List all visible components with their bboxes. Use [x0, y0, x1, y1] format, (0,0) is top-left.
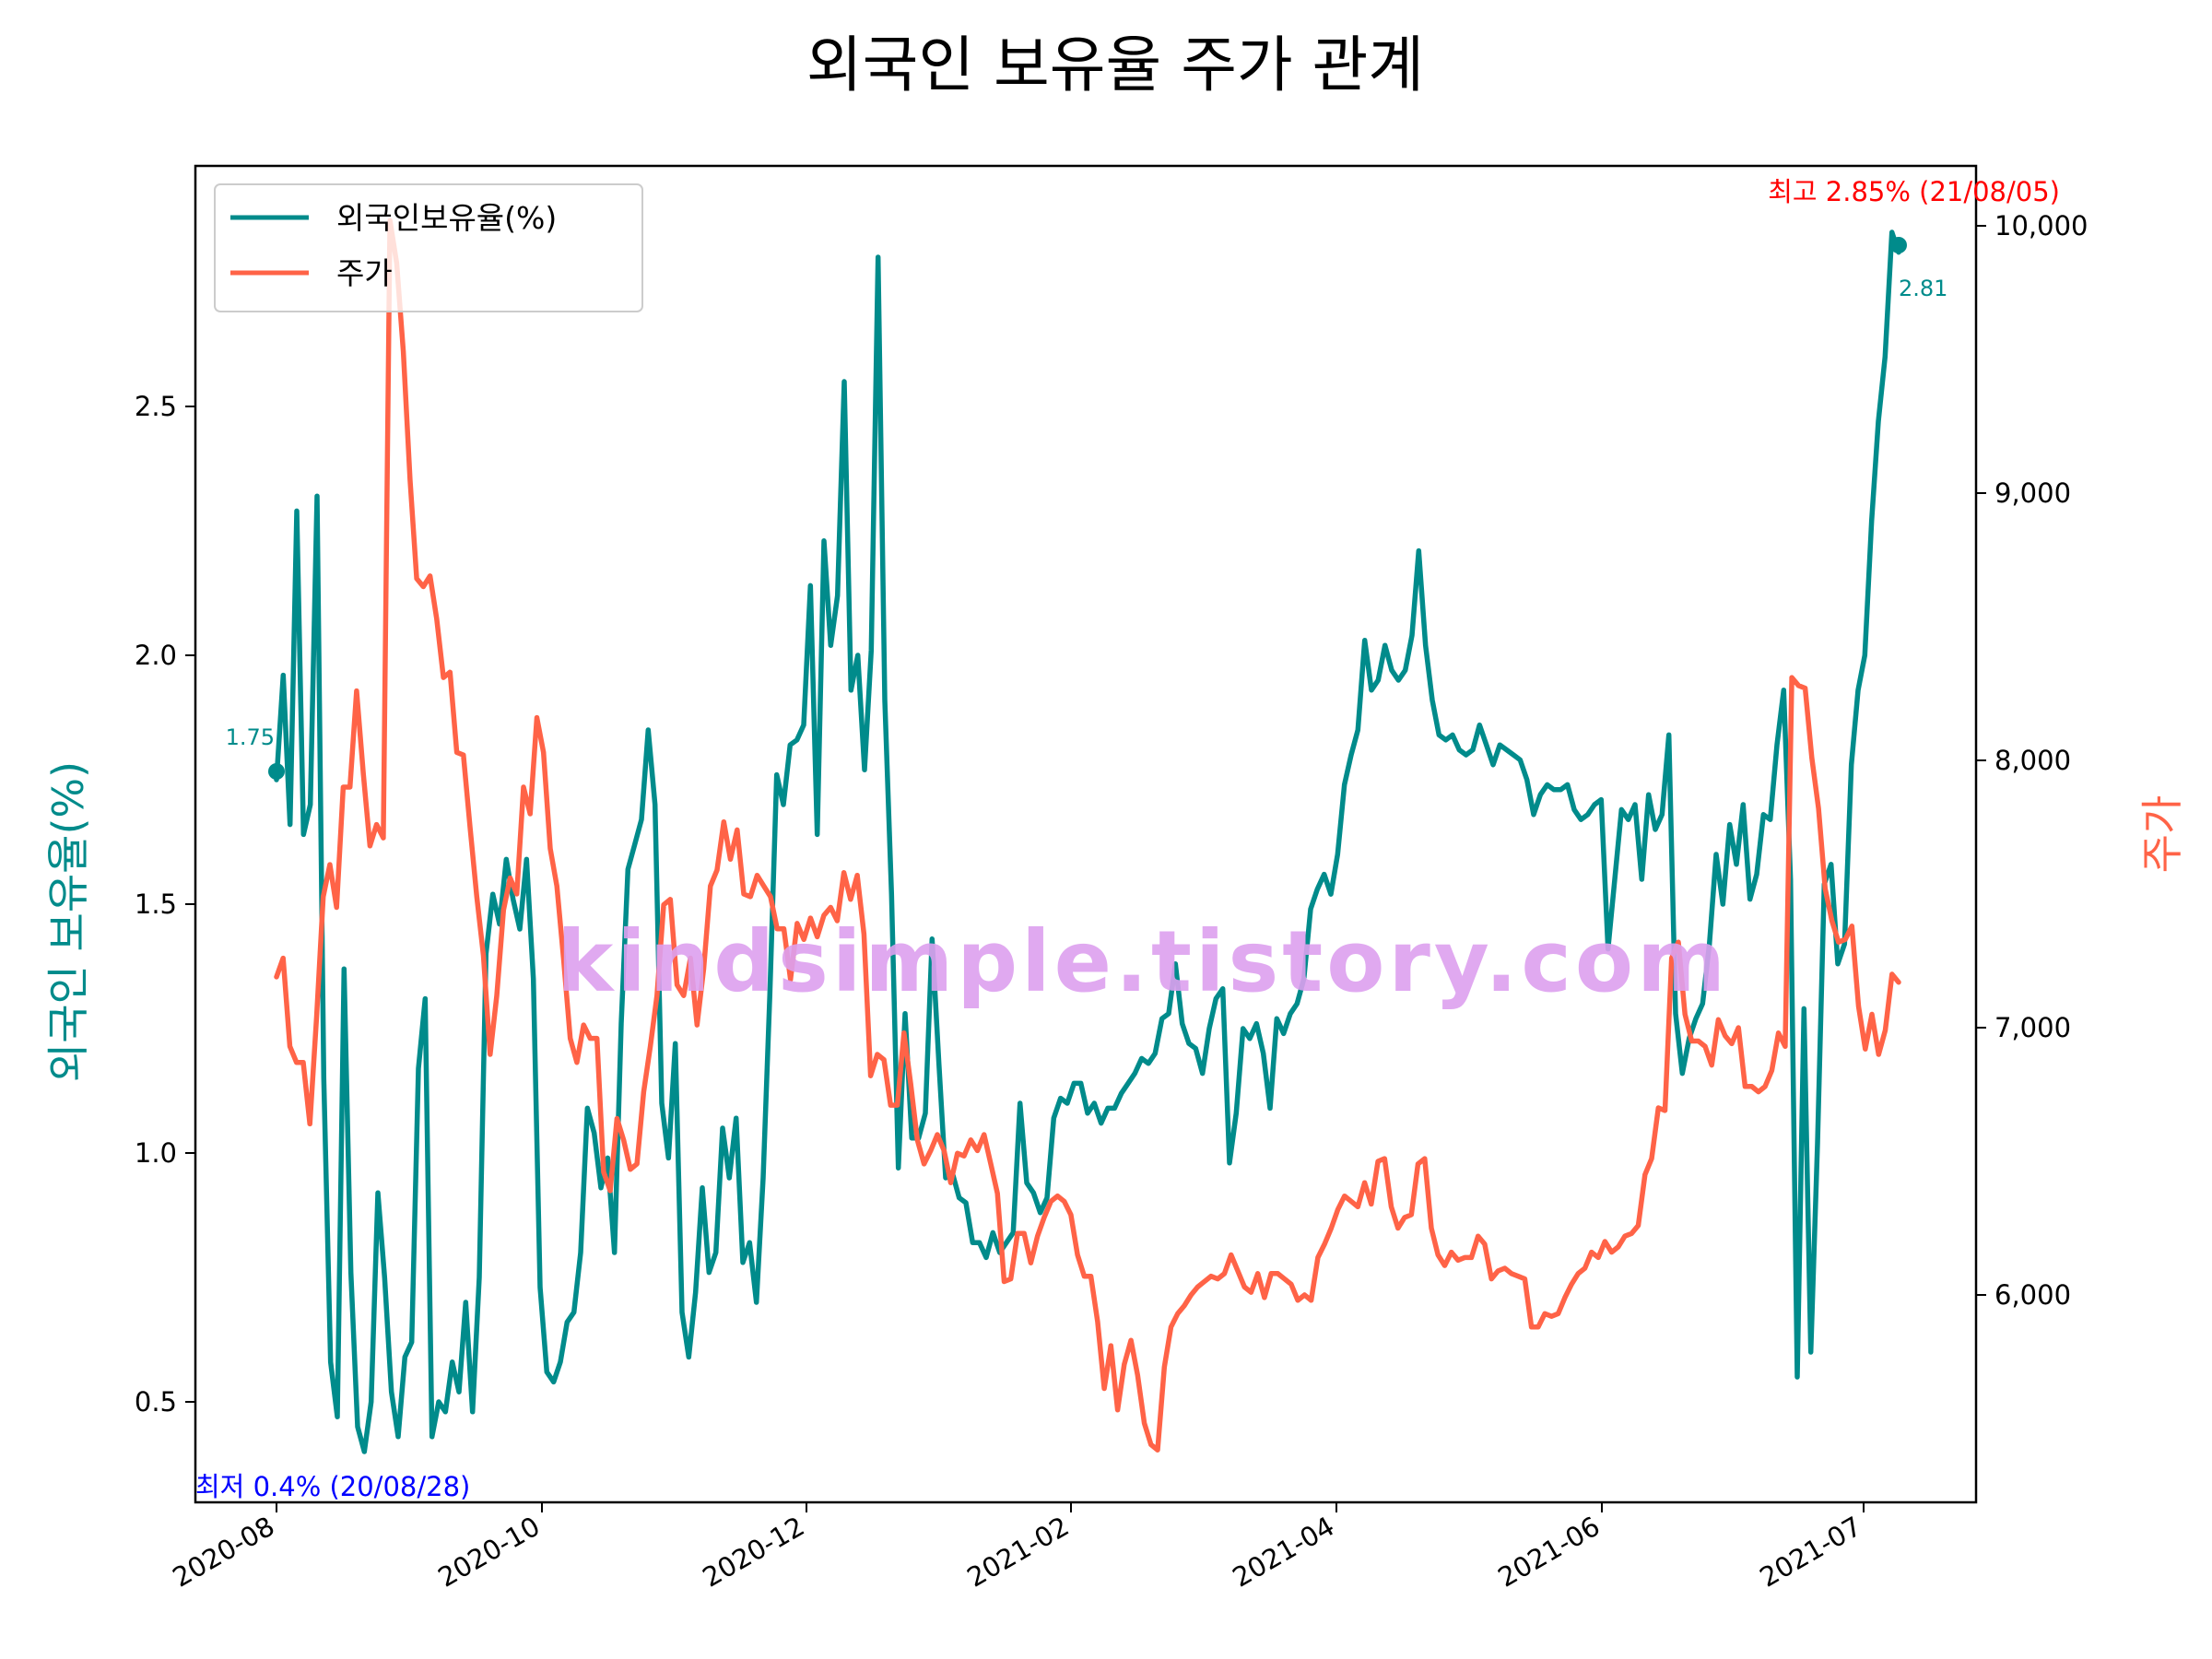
y-left-tick-label: 2.0: [135, 640, 177, 671]
left-y-axis: 0.5 1.0 1.5 2.0 2.5: [135, 391, 195, 1418]
chart-title: 외국인 보유율 주가 관계: [806, 29, 1424, 100]
end-marker: [1890, 237, 1907, 253]
y-left-tick-label: 1.0: [135, 1137, 177, 1169]
y-right-tick-label: 8,000: [1994, 745, 2071, 776]
legend-box: [214, 183, 643, 312]
y-right-tick-label: 6,000: [1994, 1279, 2071, 1311]
y-left-tick-label: 2.5: [135, 391, 177, 422]
max-note: 최고 2.85% (21/08/05): [1768, 176, 2060, 207]
legend-label-foreign: 외국인보유율(%): [336, 200, 557, 236]
right-y-axis: 6,000 7,000 8,000 9,000 10,000: [1976, 210, 2088, 1311]
plot-lines: [274, 218, 1901, 1454]
y-right-tick-label: 9,000: [1994, 477, 2071, 509]
right-y-axis-label: 주가: [2137, 795, 2187, 874]
y-left-tick-label: 1.5: [135, 888, 177, 920]
min-note: 최저 0.4% (20/08/28): [195, 1471, 470, 1502]
stock-price-line: [274, 218, 1901, 1453]
foreign-ownership-line: [274, 229, 1901, 1454]
annotations: 1.75 2.81 최고 2.85% (21/08/05) 최저 0.4% (2…: [195, 176, 2060, 1502]
y-right-tick-label: 10,000: [1994, 210, 2088, 241]
legend: 외국인보유율(%) 주가: [214, 183, 643, 312]
y-right-tick-label: 7,000: [1994, 1012, 2071, 1043]
legend-label-price: 주가: [336, 255, 393, 291]
start-marker: [268, 763, 285, 780]
start-value-label: 1.75: [226, 724, 275, 750]
plot-frame: [194, 164, 1978, 1504]
end-value-label: 2.81: [1899, 276, 1947, 301]
left-y-axis-label: 외국인 보유율(%): [43, 761, 93, 1082]
y-left-tick-label: 0.5: [135, 1386, 177, 1418]
watermark-text: kindsimple.tistory.com: [557, 912, 1729, 1011]
